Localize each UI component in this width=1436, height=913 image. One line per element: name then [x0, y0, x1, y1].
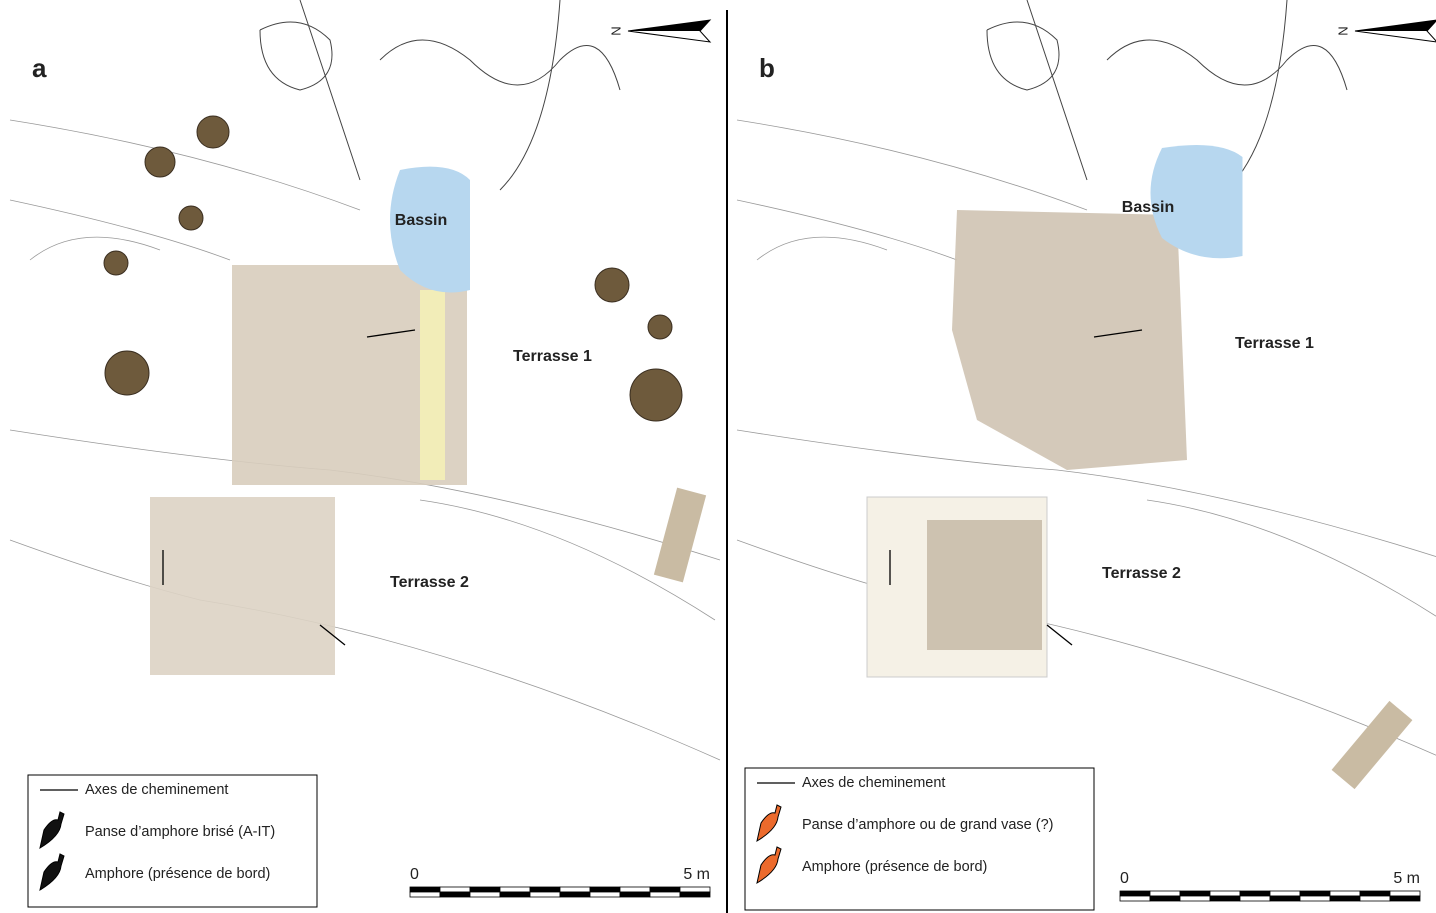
panel-label: a — [32, 53, 47, 83]
scale-segment — [620, 887, 650, 892]
scale-segment — [1390, 891, 1420, 896]
place-label: Bassin — [395, 212, 447, 229]
scale-label: 5 m — [683, 866, 710, 883]
legend-text: Amphore (présence de bord) — [802, 859, 987, 875]
scale-segment — [590, 892, 620, 897]
scale-segment — [530, 892, 560, 897]
scale-segment — [590, 887, 620, 892]
coin — [197, 116, 229, 148]
scale-segment — [1120, 896, 1150, 901]
place-label: Terrasse 1 — [513, 348, 592, 365]
place-label: Bassin — [1122, 199, 1174, 216]
contour-line — [10, 540, 720, 760]
north-label: N — [1335, 26, 1350, 35]
scale-segment — [1270, 891, 1300, 896]
path-arrow — [1047, 625, 1072, 645]
scale-segment — [1180, 896, 1210, 901]
scale-segment — [410, 887, 440, 892]
scale-segment — [1300, 891, 1330, 896]
scale-segment — [530, 887, 560, 892]
coin — [595, 268, 629, 302]
scale-segment — [680, 887, 710, 892]
scale-segment — [1180, 891, 1210, 896]
scale-segment — [650, 887, 680, 892]
place-label: Terrasse 2 — [390, 574, 469, 591]
scale-segment — [1150, 896, 1180, 901]
coin — [648, 315, 672, 339]
scale-segment — [1240, 896, 1270, 901]
legend-text: Amphore (présence de bord) — [85, 866, 270, 882]
contour-line — [737, 120, 1087, 210]
sondage — [1332, 701, 1413, 789]
contour-line — [10, 120, 360, 210]
scale-segment — [500, 892, 530, 897]
scale-segment — [650, 892, 680, 897]
scale-segment — [560, 892, 590, 897]
contour-line — [757, 237, 887, 260]
legend-text: Panse d’amphore brisé (A-IT) — [85, 824, 275, 840]
scale-segment — [470, 887, 500, 892]
north-label: N — [608, 26, 623, 35]
contour-line — [260, 0, 620, 190]
scale-segment — [1390, 896, 1420, 901]
map-panel: b N Bassin Terrasse 1 Terrasse 2 Axes de chem… — [737, 0, 1436, 910]
coin — [105, 351, 149, 395]
contour-line — [1147, 500, 1436, 620]
scale-label: 5 m — [1393, 870, 1420, 887]
scale-segment — [470, 892, 500, 897]
scale-segment — [1270, 896, 1300, 901]
scale-segment — [1360, 896, 1390, 901]
scale-segment — [1330, 891, 1360, 896]
scale-segment — [1360, 891, 1390, 896]
scale-segment — [620, 892, 650, 897]
legend-text: Axes de cheminement — [85, 782, 228, 798]
scale-segment — [440, 887, 470, 892]
scale-segment — [440, 892, 470, 897]
contour-line — [30, 237, 160, 260]
coin — [630, 369, 682, 421]
scale-segment — [1330, 896, 1360, 901]
scale-segment — [560, 887, 590, 892]
excavation-area — [927, 520, 1042, 650]
figure: a N Bassin Terrasse 1 Terrasse 2 Axes de chem… — [0, 0, 1436, 913]
scale-segment — [1240, 891, 1270, 896]
scale-label: 0 — [410, 866, 419, 883]
legend-text: Panse d’amphore ou de grand vase (?) — [802, 817, 1054, 833]
scale-segment — [680, 892, 710, 897]
scale-segment — [1300, 896, 1330, 901]
place-label: Terrasse 2 — [1102, 565, 1181, 582]
scale-label: 0 — [1120, 870, 1129, 887]
contour-line — [737, 540, 1436, 760]
excavation-area — [952, 210, 1187, 470]
legend-text: Axes de cheminement — [802, 775, 945, 791]
scale-segment — [1120, 891, 1150, 896]
scale-segment — [410, 892, 440, 897]
scale-segment — [1210, 891, 1240, 896]
panel-label: b — [759, 53, 775, 83]
sondage — [654, 488, 706, 583]
scale-segment — [500, 887, 530, 892]
excavation-area — [150, 497, 335, 675]
excavation-area — [420, 290, 445, 480]
place-label: Terrasse 1 — [1235, 335, 1314, 352]
coin — [104, 251, 128, 275]
scale-segment — [1150, 891, 1180, 896]
scale-segment — [1210, 896, 1240, 901]
coin — [145, 147, 175, 177]
map-panel: a N Bassin Terrasse 1 Terrasse 2 Axes de chem… — [10, 0, 720, 907]
coin — [179, 206, 203, 230]
